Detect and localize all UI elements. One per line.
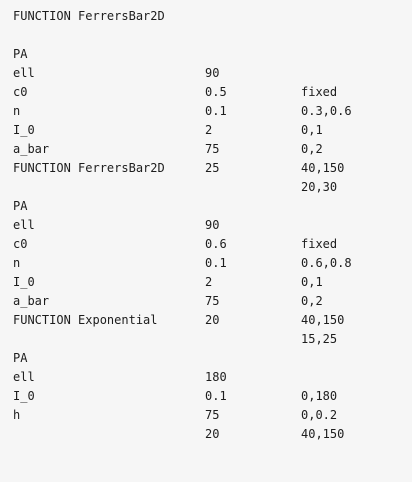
param-name: a_bar bbox=[13, 294, 50, 308]
param-value: 0.1 bbox=[205, 256, 227, 270]
param-name: I_0 bbox=[13, 275, 35, 289]
param-limits: 20,30 bbox=[301, 180, 338, 194]
param-name: h bbox=[13, 408, 21, 422]
param-row-c0: c0 0.1 0,1 bbox=[13, 216, 412, 289]
param-value: 2 bbox=[205, 275, 213, 289]
param-value: 2 bbox=[205, 123, 213, 137]
param-value: 75 bbox=[205, 408, 220, 422]
param-limits: 0,2 bbox=[301, 142, 323, 156]
param-limits: fixed bbox=[301, 237, 338, 251]
param-limits: 0,180 bbox=[301, 389, 338, 403]
param-value: 180 bbox=[205, 370, 227, 384]
param-name: I_0 bbox=[13, 389, 35, 403]
param-limits: 15,25 bbox=[301, 332, 338, 346]
param-name: PA bbox=[13, 47, 28, 61]
function-block-ferrersbar2d-1: FUNCTION FerrersBar2D PA 90 fixed ell 0.… bbox=[13, 7, 412, 194]
param-value: 75 bbox=[205, 294, 220, 308]
param-limits: 0,1 bbox=[301, 123, 323, 137]
param-value: 90 bbox=[205, 218, 220, 232]
param-name: ell bbox=[13, 370, 35, 384]
param-row-c0: c0 0.1 0,1 bbox=[13, 64, 412, 137]
param-name: n bbox=[13, 104, 21, 118]
param-name: a_bar bbox=[13, 142, 50, 156]
param-row-i0: I_0 75 40,150 bbox=[13, 254, 412, 327]
param-name: n bbox=[13, 256, 21, 270]
param-limits: 0.6,0.8 bbox=[301, 256, 352, 270]
param-row-ell: ell 0.5 0.3,0.6 bbox=[13, 45, 412, 118]
param-name: I_0 bbox=[13, 123, 35, 137]
param-row-i0: I_0 75 40,150 bbox=[13, 368, 412, 441]
param-name: ell bbox=[13, 218, 35, 232]
param-value: 90 bbox=[205, 66, 220, 80]
param-row-h: h 20 bbox=[13, 387, 412, 441]
param-value: 0.1 bbox=[205, 389, 227, 403]
param-value: 0.5 bbox=[205, 85, 227, 99]
param-row-n: n 2 0,2 bbox=[13, 83, 412, 156]
param-row-i0: I_0 75 40,150 bbox=[13, 102, 412, 175]
param-name: ell bbox=[13, 66, 35, 80]
function-header: FUNCTION FerrersBar2D bbox=[13, 161, 165, 175]
param-limits: 0.3,0.6 bbox=[301, 104, 352, 118]
param-row-a-bar: a_bar 20 15,25 bbox=[13, 273, 412, 346]
param-row-n: n 2 0,2 bbox=[13, 235, 412, 308]
param-name: c0 bbox=[13, 237, 28, 251]
param-row-pa: PA 180 0,180 bbox=[13, 330, 412, 403]
param-value: 25 bbox=[205, 161, 220, 175]
param-limits: 40,150 bbox=[301, 161, 345, 175]
function-header: FUNCTION FerrersBar2D bbox=[13, 9, 165, 23]
param-limits: 0,0.2 bbox=[301, 408, 338, 422]
function-header: FUNCTION Exponential bbox=[13, 313, 158, 327]
function-block-ferrersbar2d-2: FUNCTION FerrersBar2D PA 90 fixed ell 0.… bbox=[13, 159, 412, 346]
param-row-ell: ell 0.1 0,0.2 bbox=[13, 349, 412, 422]
param-limits: 0,2 bbox=[301, 294, 323, 308]
param-limits: 40,150 bbox=[301, 313, 345, 327]
param-value: 0.6 bbox=[205, 237, 227, 251]
param-value: 20 bbox=[205, 427, 220, 441]
param-row-ell: ell 0.6 0.6,0.8 bbox=[13, 197, 412, 270]
param-name: c0 bbox=[13, 85, 28, 99]
param-limits: 40,150 bbox=[301, 427, 345, 441]
param-limits: 0,1 bbox=[301, 275, 323, 289]
param-name: PA bbox=[13, 351, 28, 365]
param-row-pa: PA 90 fixed bbox=[13, 26, 412, 99]
param-value: 20 bbox=[205, 313, 220, 327]
param-row-a-bar: a_bar 25 20,30 bbox=[13, 121, 412, 194]
param-row-pa: PA 90 fixed bbox=[13, 178, 412, 251]
param-limits: fixed bbox=[301, 85, 338, 99]
param-value: 0.1 bbox=[205, 104, 227, 118]
config-file-text: FUNCTION FerrersBar2D PA 90 fixed ell 0.… bbox=[13, 7, 412, 441]
param-name: PA bbox=[13, 199, 28, 213]
param-value: 75 bbox=[205, 142, 220, 156]
